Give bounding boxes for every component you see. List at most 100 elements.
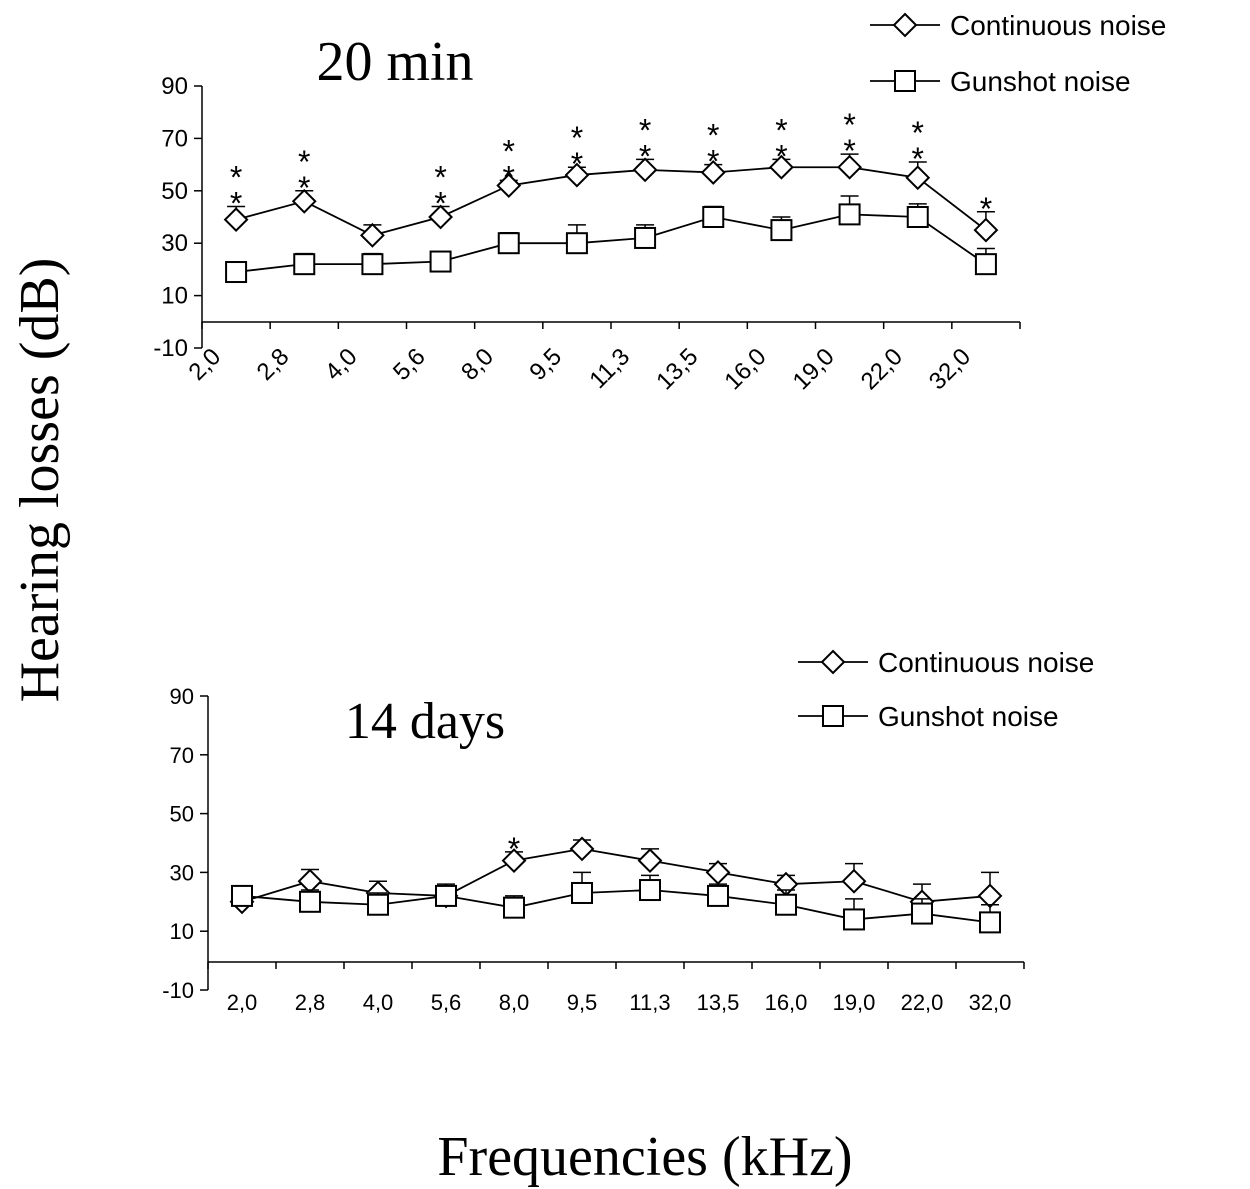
y-tick-label: -10 <box>162 978 194 1003</box>
square-point <box>775 893 797 916</box>
x-tick-label: 4,0 <box>320 343 363 386</box>
y-tick-label: 10 <box>161 283 188 310</box>
significance-star: * <box>775 112 787 148</box>
significance-star: * <box>571 120 583 156</box>
chart-title: 14 days <box>345 693 505 750</box>
square-point <box>361 253 384 276</box>
significance-star: * <box>843 107 855 143</box>
diamond-point <box>841 868 867 894</box>
x-tick-label: 16,0 <box>765 990 808 1015</box>
chart-14-days: -10 10 30 50 70 90 2,0 2,8 4,0 5,6 8,0 9,5 11,3 13,5 1… <box>162 647 1094 1015</box>
significance-star: * <box>775 138 787 174</box>
square-point <box>429 250 452 273</box>
diamond-point <box>837 154 862 180</box>
diamond-point <box>428 204 453 230</box>
significance-star: * <box>639 138 651 174</box>
legend-square-marker <box>822 705 844 727</box>
x-tick-label: 9,5 <box>567 990 598 1015</box>
series-line-square <box>241 889 991 924</box>
x-tick-label: 13,5 <box>697 990 740 1015</box>
square-point <box>571 881 593 904</box>
x-tick-label: 2,8 <box>252 343 295 386</box>
series-line-square <box>235 213 987 273</box>
x-tick-label: 5,6 <box>431 990 462 1015</box>
significance-star: * <box>434 160 446 196</box>
diamond-point <box>360 222 385 248</box>
square-point <box>770 219 793 242</box>
diamond-point <box>905 165 931 191</box>
diamond-point <box>769 154 794 180</box>
x-tick-label: 22,0 <box>901 990 944 1015</box>
y-tick-label: -10 <box>153 335 188 362</box>
x-tick-label: 4,0 <box>363 990 394 1015</box>
square-point <box>906 206 929 228</box>
x-tick-label: 8,0 <box>456 343 499 386</box>
x-tick-label: 13,5 <box>651 343 703 395</box>
diamond-point <box>564 162 590 188</box>
significance-star: * <box>503 133 515 169</box>
diamond-point <box>637 848 663 874</box>
square-point <box>634 226 657 249</box>
x-tick-label: 19,0 <box>788 343 840 395</box>
significance-star: * <box>980 191 992 227</box>
square-point <box>367 893 389 916</box>
series-line-diamond <box>241 847 991 903</box>
legend-label: Continuous noise <box>950 10 1166 41</box>
significance-star: * <box>707 118 719 154</box>
x-tick-label: 16,0 <box>719 343 771 395</box>
legend-diamond-marker <box>892 12 918 38</box>
diamond-point <box>705 859 731 885</box>
square-point <box>639 879 661 902</box>
square-point <box>979 911 1001 934</box>
y-tick-label: 30 <box>161 230 188 257</box>
significance-star: * <box>298 144 310 180</box>
x-tick-label: 11,3 <box>629 990 670 1015</box>
significance-star: * <box>508 831 520 867</box>
x-tick-label: 32,0 <box>969 990 1012 1015</box>
x-tick-label: 32,0 <box>924 343 976 395</box>
legend-square-marker <box>894 70 916 92</box>
chart-title: 20 min <box>316 31 473 93</box>
square-point <box>503 896 525 919</box>
square-point <box>497 232 520 255</box>
x-tick-label: 9,5 <box>524 343 567 386</box>
legend-label: Gunshot noise <box>878 701 1059 732</box>
x-tick-label: 2,8 <box>295 990 326 1015</box>
diamond-point <box>291 188 317 214</box>
square-point <box>231 884 253 907</box>
significance-star: * <box>230 160 242 196</box>
diamond-point <box>569 836 595 862</box>
square-point <box>838 203 861 226</box>
diamond-point <box>977 883 1003 909</box>
significance-star: * <box>230 186 242 222</box>
diamond-point <box>223 207 249 233</box>
y-tick-label: 90 <box>170 684 194 709</box>
significance-star: * <box>571 146 583 182</box>
diamond-point <box>700 160 726 185</box>
significance-star: * <box>912 115 924 151</box>
legend-label: Gunshot noise <box>950 66 1131 97</box>
diamond-point <box>501 848 527 874</box>
y-tick-label: 50 <box>161 178 188 205</box>
square-point <box>702 206 725 228</box>
x-tick-label: 5,6 <box>388 343 431 386</box>
diamond-point <box>632 157 658 183</box>
legend-label: Continuous noise <box>878 647 1094 678</box>
chart-20-min: -10 10 30 50 70 90 2,0 2,8 4,0 5,6 8,0 9,5 11,3 13,5 1… <box>153 10 1166 395</box>
significance-star: * <box>639 112 651 148</box>
y-tick-label: 90 <box>161 73 188 100</box>
y-tick-label: 30 <box>170 860 194 885</box>
diamond-point <box>297 868 323 894</box>
square-point <box>299 890 321 913</box>
y-tick-label: 50 <box>170 802 194 827</box>
square-point <box>565 232 588 255</box>
series-line-diamond <box>235 166 987 237</box>
x-tick-label: 2,0 <box>227 990 258 1015</box>
square-point <box>707 884 729 907</box>
x-tick-label: 2,0 <box>184 343 227 386</box>
square-point <box>911 902 933 925</box>
x-tick-label: 8,0 <box>499 990 530 1015</box>
diamond-point <box>496 173 522 198</box>
x-tick-label: 22,0 <box>856 343 908 395</box>
